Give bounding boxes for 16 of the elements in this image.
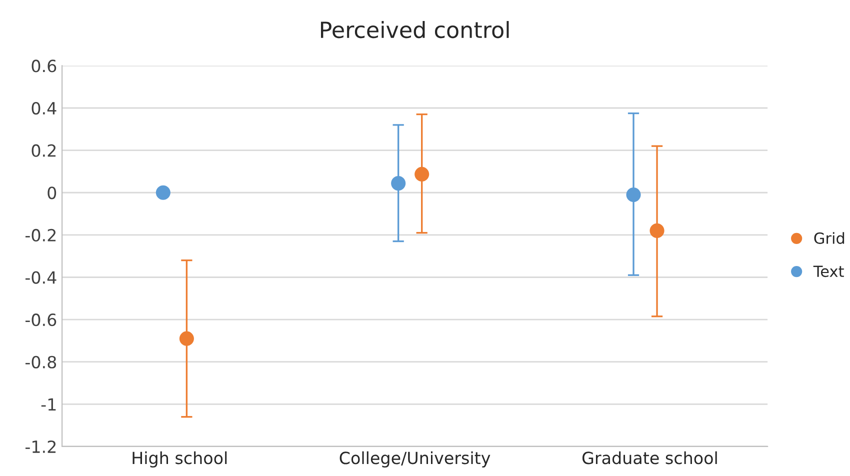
legend-label: Text <box>813 266 844 278</box>
chart-title: Perceived control <box>320 21 509 38</box>
y-tick-label: 0.6 <box>32 60 56 72</box>
x-tick-label: High school <box>132 451 227 468</box>
x-tick-label: College/University <box>340 451 490 468</box>
y-tick-label: 0.2 <box>32 144 56 157</box>
y-tick-label: 0 <box>48 186 56 200</box>
y-tick-label: -0.4 <box>25 271 56 284</box>
y-tick-label: -0.8 <box>25 356 56 368</box>
x-tick-label: Graduate school <box>582 451 717 464</box>
legend-label: Grid <box>814 232 844 244</box>
y-tick-label: -1.2 <box>25 440 56 453</box>
y-tick-label: -1 <box>41 398 56 411</box>
y-tick-label: -0.6 <box>25 314 56 326</box>
y-tick-label: 0.4 <box>32 102 56 115</box>
y-tick-label: -0.2 <box>25 228 56 242</box>
